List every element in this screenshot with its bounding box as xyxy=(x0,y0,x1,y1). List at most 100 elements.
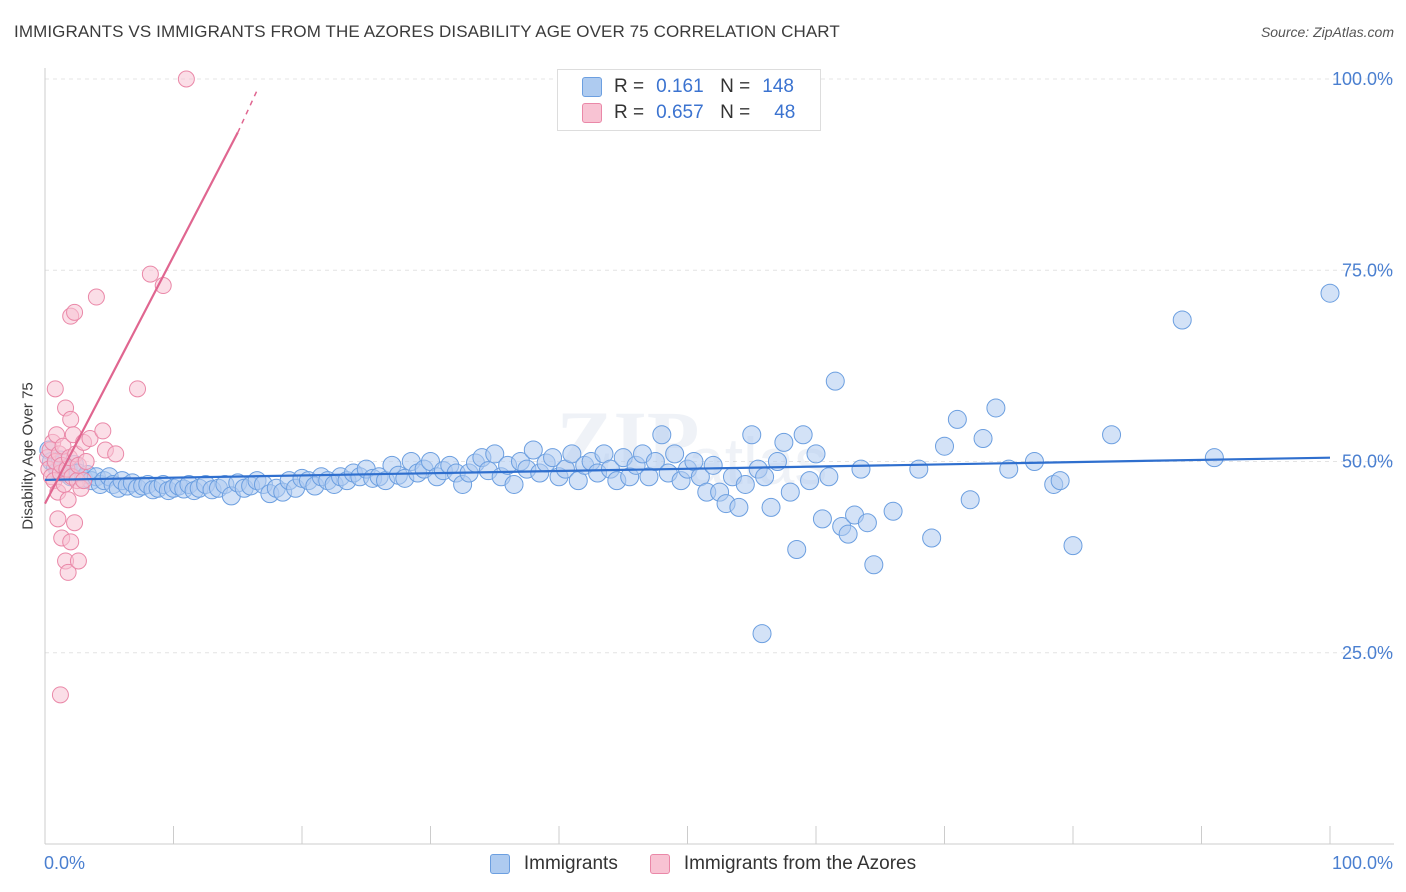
data-point xyxy=(62,410,80,428)
data-point xyxy=(75,472,93,490)
legend-r-value: 0.161 xyxy=(656,76,704,97)
data-point xyxy=(141,265,159,283)
data-point xyxy=(752,624,772,644)
data-point xyxy=(49,510,67,528)
legend-label-immigrants: Immigrants xyxy=(523,853,618,874)
legend-r-label: R = xyxy=(614,76,645,97)
data-point xyxy=(94,422,112,440)
data-point xyxy=(1063,536,1083,556)
trend-line-azores-extension xyxy=(237,90,258,133)
legend-row-azores: R = 0.657 N = 48 xyxy=(582,101,795,125)
data-point xyxy=(883,501,903,521)
data-point xyxy=(735,474,755,494)
data-point xyxy=(1102,425,1122,445)
data-point xyxy=(87,288,105,306)
trend-line-immigrants xyxy=(44,456,1331,481)
data-point xyxy=(960,490,980,510)
legend-r-value: 0.657 xyxy=(656,102,704,123)
legend-swatch-pink xyxy=(649,854,670,874)
data-point xyxy=(812,509,832,529)
data-point xyxy=(504,474,524,494)
data-point xyxy=(838,524,858,544)
data-point xyxy=(129,380,147,398)
data-point xyxy=(543,448,563,468)
legend-row-immigrants: R = 0.161 N = 148 xyxy=(582,75,794,99)
data-point xyxy=(77,453,95,470)
y-tick-label: 50.0% xyxy=(1342,452,1393,472)
legend-swatch-blue xyxy=(489,854,510,874)
y-tick-label: 75.0% xyxy=(1342,260,1393,280)
data-point xyxy=(645,452,665,471)
y-tick-label: 100.0% xyxy=(1332,69,1393,89)
data-point xyxy=(1024,452,1044,471)
data-point xyxy=(947,409,967,429)
immigrants-points xyxy=(39,283,1340,644)
data-point xyxy=(787,539,807,559)
x-tick-label: 0.0% xyxy=(44,853,85,873)
data-point xyxy=(780,482,800,502)
data-point xyxy=(62,533,80,551)
data-point xyxy=(703,455,723,475)
chart-title: IMMIGRANTS VS IMMIGRANTS FROM THE AZORES… xyxy=(14,22,840,41)
data-point xyxy=(177,70,195,88)
data-point xyxy=(755,467,775,487)
legend-swatch-pink xyxy=(582,103,602,123)
data-point xyxy=(922,528,942,548)
legend-item-azores[interactable]: Immigrants from the Azores xyxy=(649,853,917,875)
data-point xyxy=(909,459,929,479)
source-credit: Source: ZipAtlas.com xyxy=(1260,24,1394,40)
legend-n-label: N = xyxy=(720,76,751,97)
trend-line-azores xyxy=(44,132,239,505)
y-tick-label: 25.0% xyxy=(1342,643,1393,663)
legend-label-azores: Immigrants from the Azores xyxy=(683,853,917,874)
data-point xyxy=(857,513,877,533)
trend-lines xyxy=(44,90,1331,505)
data-point xyxy=(1050,471,1070,491)
data-point xyxy=(51,686,69,704)
data-point xyxy=(59,491,77,509)
data-point xyxy=(986,398,1006,418)
data-point xyxy=(1172,310,1192,330)
legend-n-label: N = xyxy=(720,102,751,123)
azores-points xyxy=(39,70,195,704)
data-point xyxy=(864,555,884,575)
data-point xyxy=(1204,448,1224,468)
data-point xyxy=(523,440,543,460)
data-point xyxy=(761,497,781,517)
data-point xyxy=(851,459,871,479)
data-point xyxy=(800,471,820,491)
data-point xyxy=(806,444,826,464)
data-point xyxy=(973,429,993,449)
data-point xyxy=(652,425,672,445)
data-point xyxy=(793,425,813,445)
data-point xyxy=(665,444,685,464)
data-point xyxy=(742,425,762,445)
data-point xyxy=(819,467,839,487)
data-point xyxy=(825,371,845,391)
legend-n-value: 148 xyxy=(762,76,794,97)
data-point xyxy=(999,459,1019,479)
data-point xyxy=(46,380,64,398)
data-point xyxy=(69,552,87,570)
data-point xyxy=(729,497,749,517)
legend-r-label: R = xyxy=(614,102,645,123)
data-point xyxy=(1320,283,1340,303)
data-point xyxy=(767,452,787,471)
tick-labels: 25.0% 50.0% 75.0% 100.0% 0.0% 100.0% xyxy=(44,69,1393,873)
data-point xyxy=(66,303,84,321)
legend-n-value: 48 xyxy=(774,102,796,123)
data-point xyxy=(485,444,505,464)
series-legend: Immigrants Immigrants from the Azores xyxy=(0,852,1406,876)
legend-item-immigrants[interactable]: Immigrants xyxy=(489,853,618,875)
data-point xyxy=(59,563,77,581)
data-point xyxy=(107,445,125,463)
gridlines xyxy=(45,78,1394,654)
data-point xyxy=(562,444,582,464)
x-tick-label: 100.0% xyxy=(1332,853,1393,873)
data-point xyxy=(935,436,954,456)
data-point xyxy=(66,514,84,532)
data-point xyxy=(81,430,99,448)
data-point xyxy=(774,432,794,452)
legend-swatch-blue xyxy=(582,77,602,97)
